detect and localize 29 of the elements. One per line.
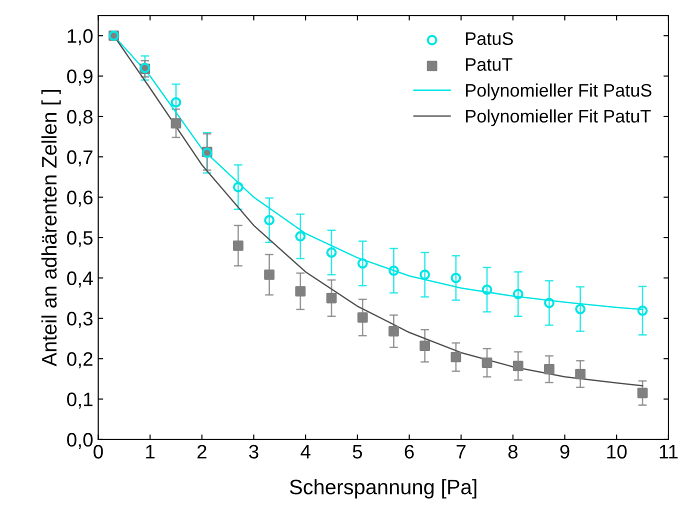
legend-label: PatuS <box>466 32 513 46</box>
y-tick-label: 0,0 <box>67 432 93 449</box>
y-tick-label: 0,8 <box>67 110 93 126</box>
x-tick-label: 5 <box>352 445 362 459</box>
y-tick-label: 0,9 <box>67 70 92 86</box>
y-tick-label: 1,0 <box>68 29 93 46</box>
y-tick-label: 0,5 <box>67 231 93 248</box>
y-tick-label: 0,3 <box>67 312 93 328</box>
x-tick-label: 0 <box>94 444 103 459</box>
x-axis-title: Scherspannung [Pa] <box>290 479 476 499</box>
x-tick-label: 2 <box>197 444 206 458</box>
y-tick-label: 0,2 <box>67 352 92 368</box>
y-axis-title: Anteil an adhärenten Zellen [ ] <box>41 90 61 366</box>
legend-label: PatuT <box>466 58 512 71</box>
x-tick-label: 7 <box>456 445 466 458</box>
x-tick-label: 3 <box>249 444 258 459</box>
x-tick-label: 6 <box>404 444 414 459</box>
x-tick-label: 4 <box>300 445 310 458</box>
y-tick-label: 0,7 <box>67 150 92 166</box>
y-tick-label: 0,4 <box>67 271 93 288</box>
x-tick-label: 8 <box>508 444 518 459</box>
x-tick-label: 9 <box>560 444 570 459</box>
y-tick-label: 0,6 <box>67 190 93 207</box>
legend-label: Polynomieller Fit PatuS <box>466 83 652 100</box>
legend-label: Polynomieller Fit PatuT <box>466 109 651 126</box>
y-tick-label: 0,1 <box>67 392 92 409</box>
x-tick-label: 1 <box>146 445 155 458</box>
x-tick-label: 10 <box>607 444 627 459</box>
x-tick-label: 11 <box>660 445 678 458</box>
